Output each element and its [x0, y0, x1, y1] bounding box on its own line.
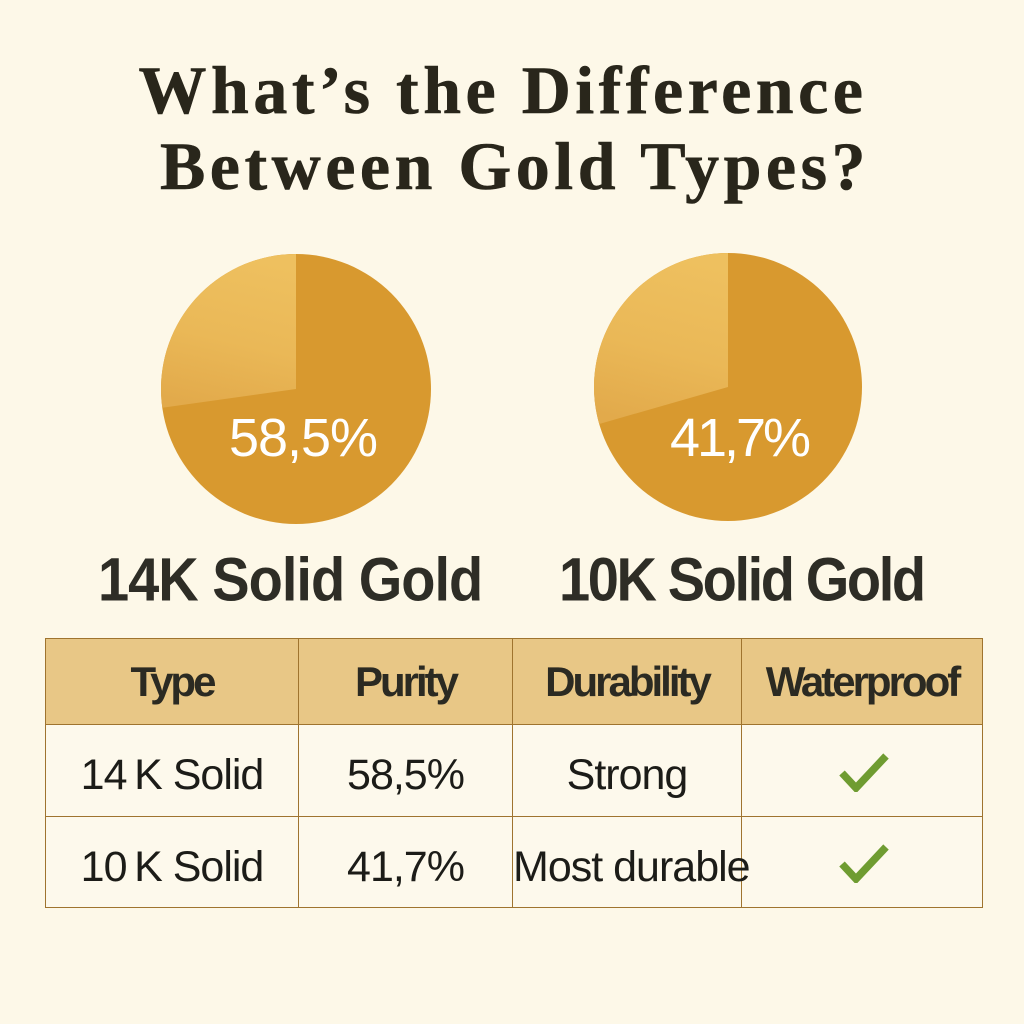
- svg-text:41,7%: 41,7%: [670, 408, 810, 468]
- svg-text:58,5%: 58,5%: [229, 408, 377, 468]
